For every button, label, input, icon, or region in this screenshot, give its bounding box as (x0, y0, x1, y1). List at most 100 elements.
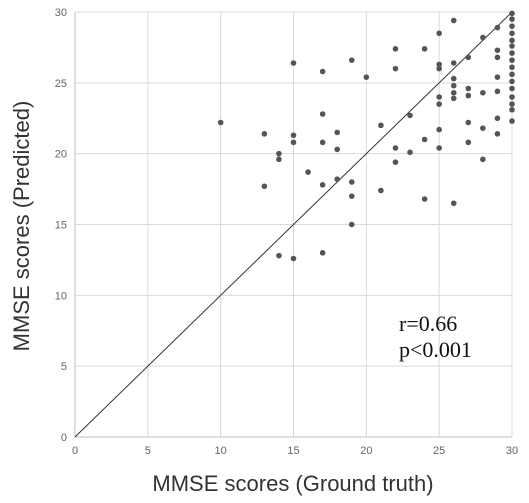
data-point-49 (465, 54, 472, 61)
x-tick-labels: 0 5 10 15 20 25 30 (72, 445, 518, 457)
x-tick-label-0: 0 (72, 445, 78, 457)
data-point-75 (509, 78, 515, 85)
data-point-1 (261, 131, 268, 137)
data-point-69 (509, 37, 515, 44)
data-point-47 (450, 95, 457, 102)
data-point-56 (480, 125, 486, 131)
data-point-27 (392, 65, 399, 72)
data-point-18 (334, 176, 341, 182)
data-point-41 (436, 145, 442, 151)
data-point-0 (217, 119, 224, 126)
data-point-51 (465, 92, 472, 99)
data-point-10 (305, 169, 311, 175)
data-point-7 (290, 132, 297, 139)
data-point-32 (421, 46, 428, 52)
data-point-76 (509, 85, 515, 92)
data-point-67 (509, 23, 515, 29)
y-tick-label-6: 30 (55, 7, 67, 19)
data-point-39 (436, 101, 442, 107)
data-point-80 (509, 118, 515, 124)
y-tick-label-0: 0 (61, 432, 67, 444)
y-tick-label-3: 15 (55, 220, 67, 232)
data-point-16 (334, 129, 341, 136)
plot-frame (74, 12, 512, 438)
data-point-53 (465, 139, 472, 146)
data-point-79 (509, 106, 515, 113)
data-point-55 (480, 89, 486, 96)
x-tick-label-2: 10 (215, 445, 227, 457)
data-point-48 (450, 200, 457, 207)
data-point-29 (392, 159, 399, 165)
identity-line (74, 11, 513, 438)
data-point-52 (465, 119, 472, 126)
data-point-12 (319, 111, 326, 117)
data-point-38 (436, 94, 442, 100)
x-tick-label-6: 30 (506, 445, 518, 457)
data-point-30 (407, 112, 413, 119)
data-point-77 (509, 94, 515, 100)
data-point-21 (348, 193, 355, 199)
data-point-24 (378, 122, 384, 129)
y-tick-label-1: 5 (61, 361, 67, 373)
data-point-66 (509, 16, 515, 22)
data-point-50 (465, 85, 472, 92)
data-point-25 (378, 187, 384, 194)
annotation-r: r=0.66 (399, 311, 457, 336)
y-tick-labels: 0 5 10 15 20 25 30 (55, 7, 67, 444)
annotation-p: p<0.001 (399, 337, 472, 362)
data-point-3 (276, 150, 282, 157)
data-point-45 (450, 82, 457, 89)
y-axis-label: MMSE scores (Predicted) (9, 101, 34, 352)
data-point-5 (276, 252, 282, 259)
data-point-26 (392, 46, 399, 52)
data-point-36 (436, 61, 442, 68)
data-point-19 (348, 57, 355, 63)
data-point-28 (392, 145, 399, 151)
data-point-62 (494, 88, 501, 95)
data-point-14 (319, 182, 326, 188)
data-point-57 (480, 156, 486, 163)
data-point-63 (494, 115, 501, 122)
data-point-78 (509, 101, 515, 107)
data-point-31 (407, 149, 413, 156)
data-point-8 (290, 139, 297, 146)
data-point-71 (509, 50, 515, 56)
data-point-46 (450, 89, 457, 96)
data-point-72 (509, 57, 515, 63)
x-tick-label-3: 15 (287, 445, 299, 457)
data-point-23 (363, 74, 370, 80)
data-point-33 (421, 136, 428, 143)
data-points (217, 10, 515, 262)
x-tick-label-4: 20 (360, 445, 372, 457)
data-point-42 (450, 17, 457, 24)
data-point-11 (319, 68, 326, 75)
data-point-60 (494, 54, 501, 61)
data-point-59 (494, 47, 501, 54)
data-point-15 (319, 250, 326, 256)
data-point-68 (509, 30, 515, 37)
x-axis-label: MMSE scores (Ground truth) (152, 471, 433, 496)
data-point-4 (276, 156, 282, 163)
data-point-61 (494, 74, 501, 80)
data-point-43 (450, 60, 457, 66)
data-point-64 (494, 131, 501, 137)
data-point-44 (450, 75, 457, 82)
y-tick-label-2: 10 (55, 290, 67, 302)
x-tick-label-1: 5 (145, 445, 151, 457)
data-point-34 (421, 196, 428, 202)
y-tick-label-4: 20 (55, 149, 67, 161)
data-point-40 (436, 126, 442, 133)
data-point-2 (261, 183, 268, 190)
data-point-58 (494, 24, 501, 31)
data-point-6 (290, 60, 297, 66)
data-point-13 (319, 139, 326, 146)
y-tick-label-5: 25 (55, 78, 67, 90)
data-point-65 (509, 10, 515, 17)
data-point-22 (348, 221, 355, 228)
data-point-70 (509, 43, 515, 49)
data-point-9 (290, 255, 297, 262)
data-point-37 (436, 65, 442, 72)
data-point-74 (509, 71, 515, 78)
data-point-35 (436, 30, 442, 37)
